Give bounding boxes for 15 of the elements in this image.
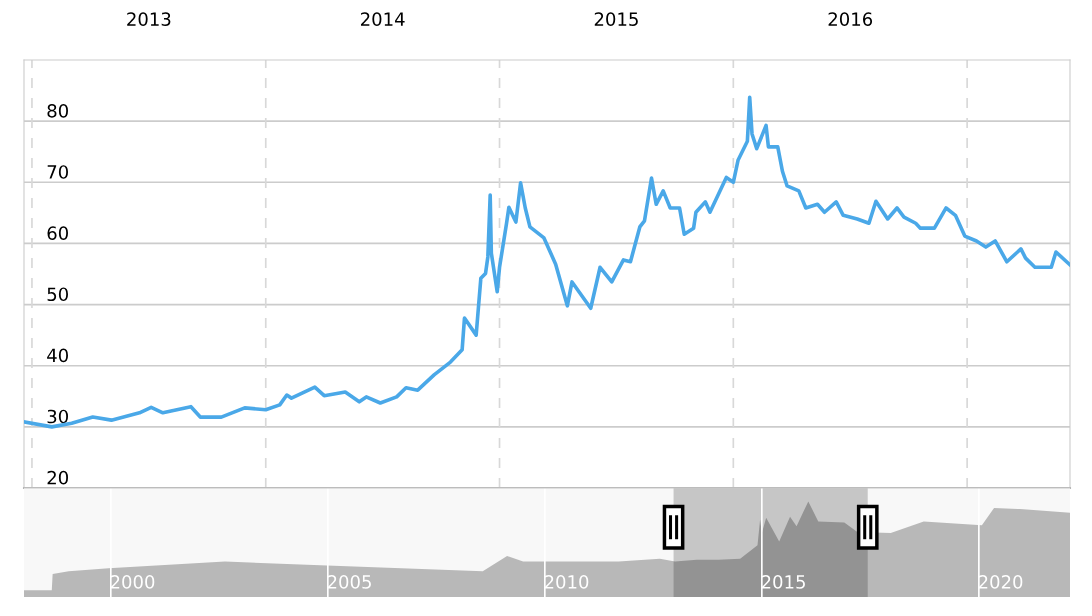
x-tick-label: 2010: [544, 575, 589, 589]
x-tick-label: 2005: [327, 575, 371, 589]
y-tick-label: 30: [47, 409, 68, 424]
x-tick-label: 2015: [594, 12, 638, 26]
y-tick-label: 60: [47, 226, 68, 240]
y-tick-label: 50: [47, 287, 68, 302]
y-tick-label: 80: [47, 103, 68, 118]
x-tick-label: 2013: [127, 12, 171, 26]
x-tick-label: 2016: [828, 12, 873, 26]
y-tick-label: 40: [47, 348, 68, 363]
y-tick-label: 20: [47, 470, 68, 485]
x-tick-label: 2014: [360, 12, 405, 26]
x-tick-label: 2020: [978, 575, 1023, 589]
x-tick-label: 2000: [110, 575, 155, 589]
y-tick-label: 70: [47, 165, 68, 179]
